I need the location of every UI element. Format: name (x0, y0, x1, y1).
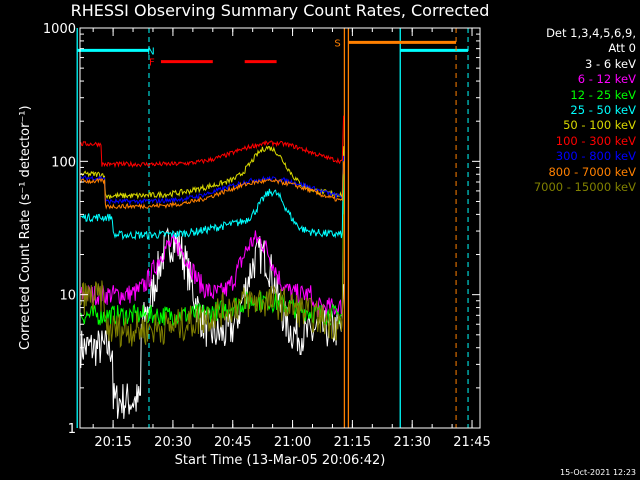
legend-header-line-2: Att 0 (608, 41, 636, 56)
legend-entry-0: 3 - 6 keV (585, 56, 636, 71)
series-line-8 (80, 214, 345, 348)
y-tick-label: 1000 (43, 22, 76, 37)
series-line-6 (80, 155, 345, 206)
x-tick-label: 20:30 (154, 435, 191, 450)
legend-entry-6: 300 - 800 keV (555, 149, 636, 164)
y-tick-label: 100 (51, 155, 76, 170)
legend-entry-1: 6 - 12 keV (577, 72, 636, 87)
x-tick-label: 21:45 (453, 435, 490, 450)
x-tick-label: 21:00 (274, 435, 311, 450)
series-line-3 (80, 150, 345, 241)
x-tick-label: 20:15 (94, 435, 131, 450)
legend-entry-2: 12 - 25 keV (570, 87, 636, 102)
series-line-0 (80, 227, 345, 419)
flag-layer: NF S (76, 28, 469, 428)
flag-label-F: F (149, 58, 155, 69)
y-tick-label: 1 (68, 422, 76, 437)
legend-entry-4: 50 - 100 keV (563, 118, 636, 133)
legend-header-line-1: Det 1,3,4,5,6,9, (546, 26, 636, 40)
series-layer (80, 115, 345, 419)
legend-entry-8: 7000 - 15000 keV (533, 180, 636, 195)
plot-frame (79, 27, 481, 429)
series-line-7 (80, 161, 345, 210)
legend-entry-3: 25 - 50 keV (570, 103, 636, 118)
series-line-5 (80, 115, 345, 169)
flag-label-S: S (334, 38, 340, 49)
legend-entry-7: 800 - 7000 keV (548, 164, 636, 179)
y-tick-label: 10 (59, 289, 76, 304)
legend-entry-5: 100 - 300 keV (555, 133, 636, 148)
footer-timestamp: 15-Oct-2021 12:23 (560, 468, 636, 477)
series-line-1 (80, 190, 345, 318)
legend: Det 1,3,4,5,6,9, Att 0 3 - 6 keV 6 - 12 k… (486, 26, 636, 195)
x-tick-label: 21:15 (334, 435, 371, 450)
x-tick-label: 21:30 (393, 435, 430, 450)
flag-label-N: N (147, 46, 154, 57)
x-axis-label: Start Time (13-Mar-05 20:06:42) (174, 453, 386, 468)
series-line-4 (80, 145, 345, 200)
y-axis-label: Corrected Count Rate (s⁻¹ detector⁻¹) (18, 105, 33, 350)
x-tick-label: 20:45 (214, 435, 251, 450)
axes: 1 10 100 1000 20:15 20:30 20:45 21:00 21:15 21:30… (43, 22, 491, 450)
chart-title: RHESSI Observing Summary Count Rates, Co… (70, 1, 490, 20)
